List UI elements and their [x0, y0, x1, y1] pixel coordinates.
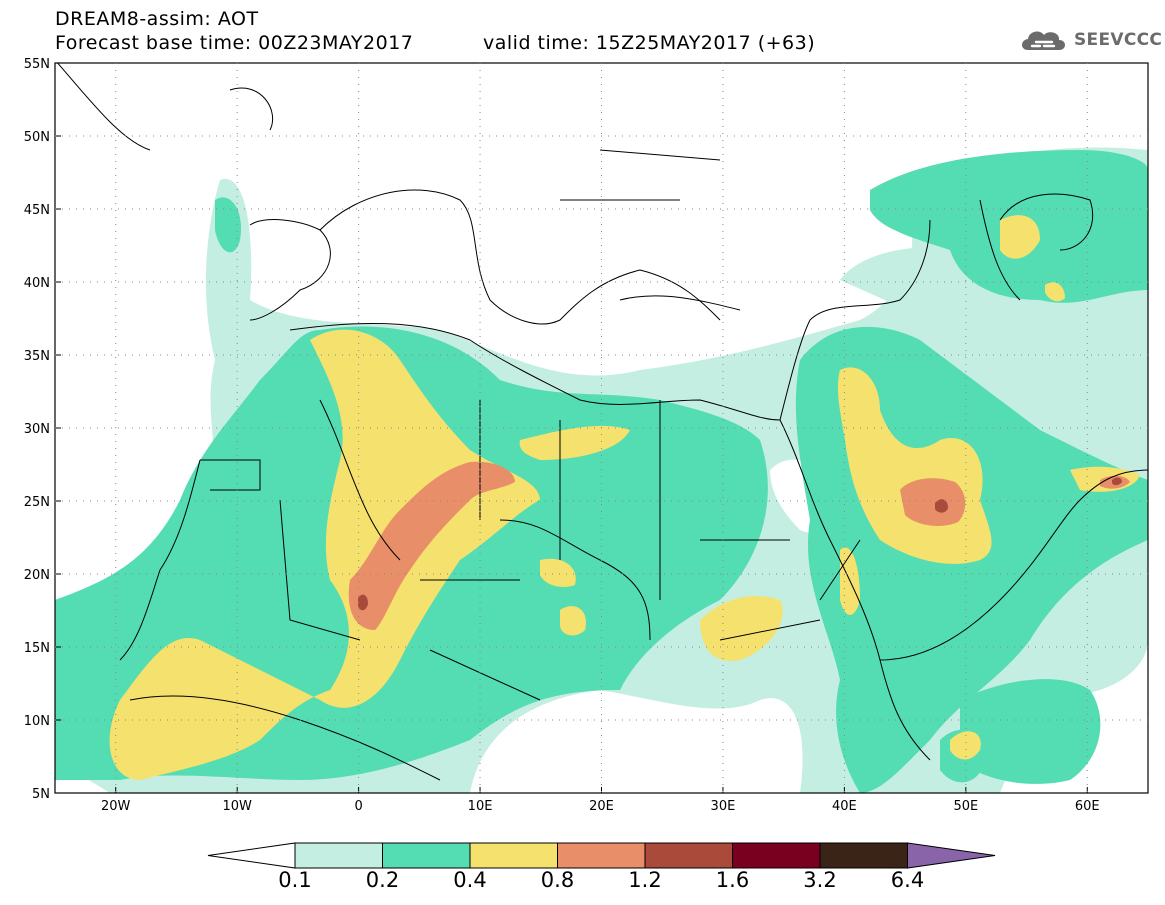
forecast-base-time: Forecast base time: 00Z23MAY2017 [55, 32, 414, 54]
aot-level-1.2 [358, 477, 1122, 611]
lat-tick-label: 50N [24, 130, 50, 145]
lat-tick-label: 30N [24, 422, 50, 437]
seevccc-logo: SEEVCCC [1018, 26, 1162, 54]
lon-tick-label: 50E [953, 799, 978, 814]
aot-level-0.8 [348, 461, 1130, 630]
colorbar-label: 6.4 [890, 868, 925, 892]
colorbar-segment [469, 842, 558, 869]
lon-tick-label: 20W [101, 799, 131, 814]
lat-tick-label: 35N [24, 349, 50, 364]
map-title: DREAM8-assim: AOT [55, 8, 259, 30]
lon-tick-label: 30E [711, 799, 736, 814]
aot-field [55, 147, 1148, 793]
colorbar-label: 3.2 [803, 868, 837, 892]
colorbar-label: 0.8 [540, 868, 575, 892]
lon-tick-label: 40E [832, 799, 857, 814]
latitude-axis: 55N 50N 45N 40N 35N 30N 25N 20N 15N 10N 5N [24, 57, 61, 802]
lon-tick-label: 20E [589, 799, 614, 814]
colorbar-segment [644, 842, 733, 869]
logo-text: SEEVCCC [1074, 30, 1163, 50]
colorbar-segment [294, 842, 383, 869]
longitude-axis: 20W 10W 0 10E 20E 30E 40E 50E 60E [101, 787, 1100, 814]
lat-tick-label: 5N [32, 787, 50, 802]
valid-time: valid time: 15Z25MAY2017 (+63) [483, 32, 816, 54]
lon-tick-label: 60E [1075, 799, 1100, 814]
lat-tick-label: 10N [24, 714, 50, 729]
lon-tick-label: 0 [354, 799, 362, 814]
colorbar-segment [819, 842, 908, 869]
lat-tick-label: 45N [24, 203, 50, 218]
colorbar-lower-extension [207, 842, 296, 869]
colorbar-label: 1.6 [715, 868, 750, 892]
colorbar-label: 0.1 [278, 868, 312, 892]
colorbar-label: 0.4 [453, 868, 487, 892]
cloud-icon [1022, 31, 1065, 50]
lat-tick-label: 20N [24, 568, 50, 583]
colorbar-segment [382, 842, 471, 869]
lat-tick-label: 55N [24, 57, 50, 72]
colorbar-label: 1.2 [628, 868, 662, 892]
lon-tick-label: 10E [468, 799, 493, 814]
colorbar-upper-extension [907, 842, 996, 869]
colorbar-segment [732, 842, 821, 869]
colorbar-label: 0.2 [365, 868, 400, 892]
lat-tick-label: 40N [24, 276, 50, 291]
lat-tick-label: 25N [24, 495, 50, 510]
colorbar-segment [557, 842, 646, 869]
lon-tick-label: 10W [222, 799, 252, 814]
graticule [55, 63, 1148, 793]
colorbar [207, 842, 996, 869]
coastlines [56, 63, 1148, 781]
lat-tick-label: 15N [24, 641, 50, 656]
